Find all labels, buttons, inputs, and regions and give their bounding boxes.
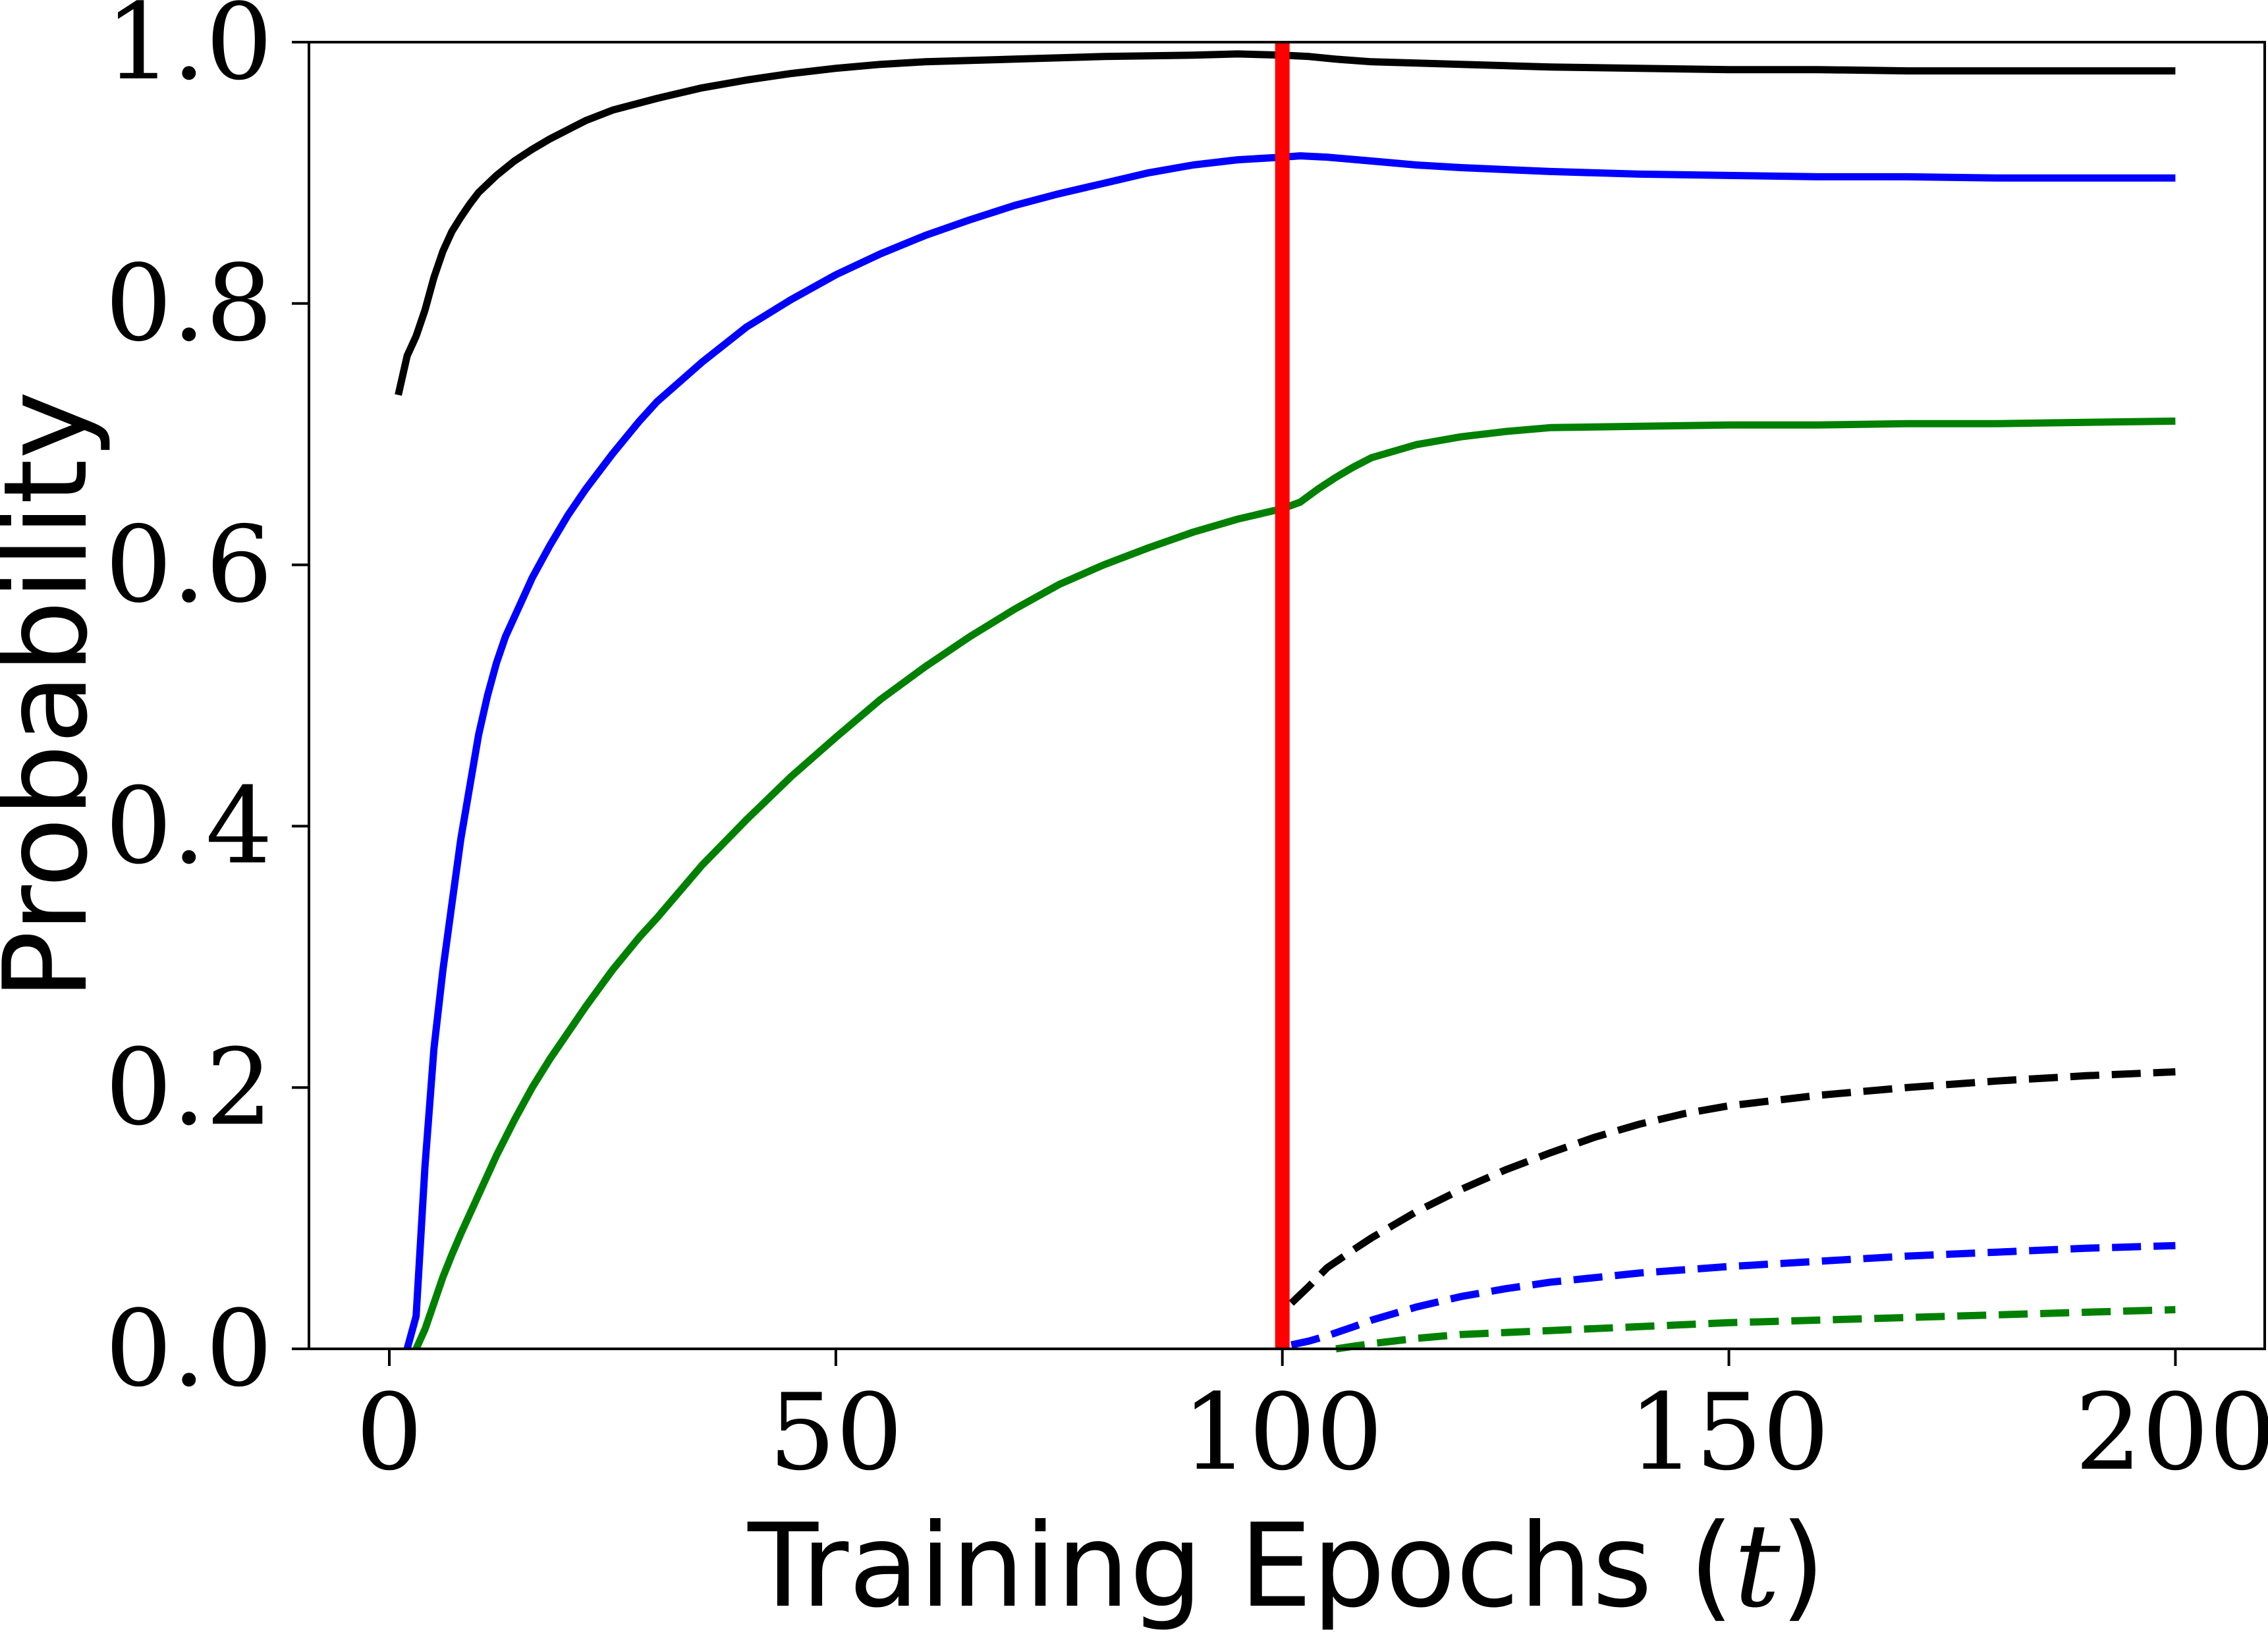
series-line-6 — [1335, 1306, 2176, 1353]
y-tick-label: 0.4 — [105, 764, 273, 887]
x-axis-title-close: ) — [1781, 1500, 1825, 1633]
y-tick-label: 0.6 — [105, 503, 273, 626]
y-tick-label: 0.0 — [105, 1287, 273, 1410]
y-tick-label: 1.0 — [105, 0, 273, 103]
plot-frame — [308, 41, 2266, 1350]
y-tick-label: 0.8 — [105, 242, 273, 365]
plot-area — [395, 42, 2176, 1353]
series-line-5 — [1290, 1241, 2176, 1349]
x-tick-label: 150 — [1628, 1371, 1829, 1494]
series-line-4 — [1288, 1068, 2176, 1306]
x-tick-label: 50 — [769, 1371, 903, 1494]
x-axis-title-text: Training Epochs ( — [747, 1500, 1734, 1633]
series-line-3 — [412, 417, 2176, 1351]
y-axis: 0.0 0.2 0.4 0.6 0.8 1.0 — [105, 0, 309, 1410]
x-tick-label: 200 — [2075, 1371, 2268, 1494]
y-axis-title: Probability — [0, 391, 113, 1000]
series-line-1 — [395, 50, 2176, 396]
x-axis-title: Training Epochs (t) — [747, 1500, 1825, 1633]
series-line-2 — [403, 152, 2176, 1350]
x-tick-label: 0 — [356, 1371, 423, 1494]
y-tick-label: 0.2 — [105, 1025, 273, 1149]
x-axis: 0 50 100 150 200 — [356, 1349, 2268, 1494]
x-axis-title-variable: t — [1734, 1500, 1781, 1633]
x-tick-label: 100 — [1182, 1371, 1383, 1494]
